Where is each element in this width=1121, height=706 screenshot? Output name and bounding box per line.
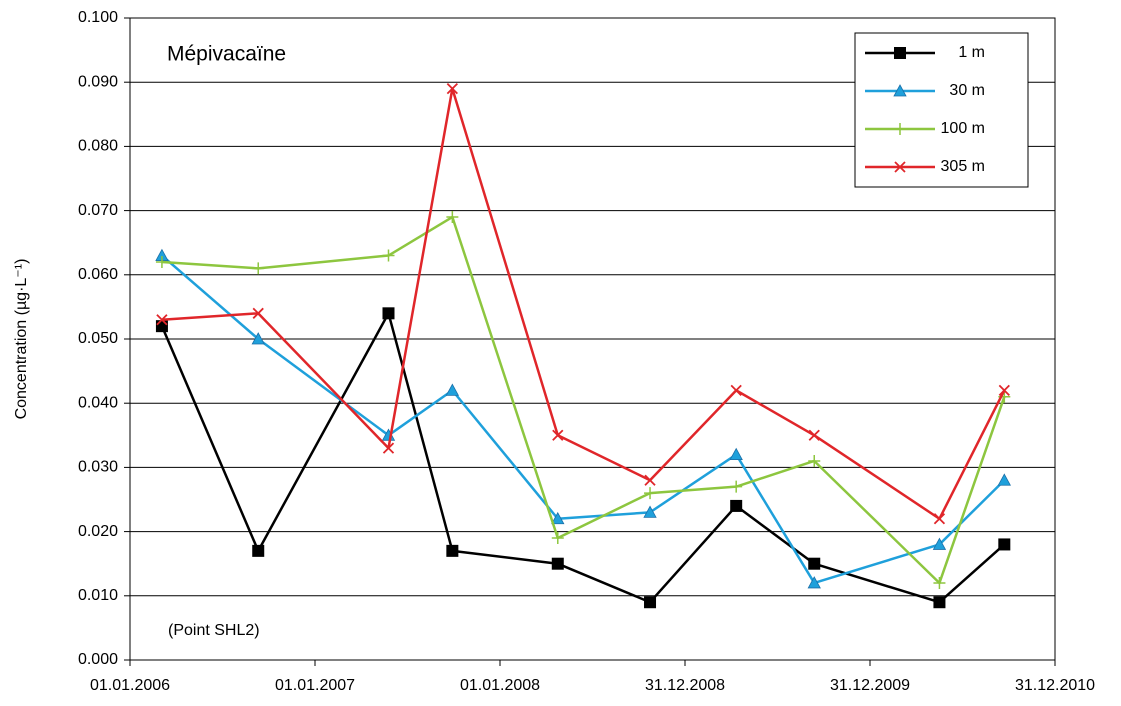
y-tick-label: 0.060: [78, 266, 118, 283]
marker: [807, 576, 821, 589]
marker: [644, 474, 656, 486]
marker: [382, 249, 395, 262]
marker: [933, 576, 946, 589]
series-line: [161, 215, 1006, 585]
marker: [643, 505, 657, 518]
legend-label: 305 m: [941, 158, 985, 175]
marker: [155, 320, 168, 333]
y-tick-label: 0.070: [78, 202, 118, 219]
y-tick-label: 0.050: [78, 330, 118, 347]
series-line: [161, 254, 1006, 585]
marker: [730, 384, 742, 396]
marker: [252, 262, 265, 275]
x-tick-label: 31.12.2008: [645, 677, 725, 694]
legend-label: 1 m: [958, 44, 985, 61]
marker: [894, 47, 906, 59]
marker: [998, 538, 1011, 551]
marker: [644, 596, 657, 609]
marker: [808, 429, 820, 441]
marker: [552, 429, 564, 441]
legend-box: [854, 32, 1029, 188]
x-tick-label: 01.01.2008: [460, 677, 540, 694]
marker: [894, 123, 906, 135]
marker: [252, 544, 265, 557]
y-tick-label: 0.030: [78, 459, 118, 476]
marker: [551, 532, 564, 545]
marker: [729, 447, 743, 460]
y-axis-label: Concentration (µg·L⁻¹): [13, 259, 30, 420]
marker: [808, 454, 821, 467]
x-tick-label: 01.01.2006: [90, 677, 170, 694]
marker: [808, 557, 821, 570]
legend-label: 100 m: [941, 120, 985, 137]
marker: [446, 544, 459, 557]
series-line: [160, 312, 1006, 604]
marker: [997, 473, 1011, 486]
marker: [382, 307, 395, 320]
series-line: [161, 87, 1006, 521]
marker: [932, 537, 947, 550]
marker: [155, 255, 168, 268]
marker: [551, 511, 565, 525]
marker: [382, 442, 395, 454]
marker: [252, 307, 264, 319]
marker: [893, 84, 907, 97]
marker: [551, 557, 564, 570]
marker: [446, 82, 458, 95]
x-tick-label: 01.01.2007: [275, 677, 355, 694]
marker: [156, 314, 168, 326]
chart-annotation: (Point SHL2): [168, 622, 260, 639]
marker: [998, 384, 1010, 396]
marker: [933, 596, 946, 609]
marker: [446, 211, 459, 224]
chart-annotation: Mépivacaïne: [167, 43, 286, 66]
marker: [730, 480, 743, 493]
x-tick-label: 31.12.2009: [830, 677, 910, 694]
marker: [933, 513, 946, 525]
marker: [894, 161, 906, 173]
marker: [251, 332, 265, 345]
x-tick-label: 31.12.2010: [1015, 677, 1095, 694]
y-tick-label: 0.090: [78, 73, 118, 90]
marker: [445, 383, 460, 396]
y-tick-label: 0.000: [78, 651, 118, 668]
y-tick-label: 0.040: [78, 394, 118, 411]
plot-frame: [129, 17, 1056, 661]
y-tick-label: 0.100: [78, 9, 118, 26]
marker: [730, 499, 743, 512]
legend-label: 30 m: [949, 82, 985, 99]
y-tick-label: 0.010: [78, 587, 118, 604]
y-tick-label: 0.080: [78, 138, 118, 155]
y-tick-label: 0.020: [78, 523, 118, 540]
marker: [644, 487, 657, 500]
legend: 1 m 30 m 100 m 305 m: [854, 32, 1029, 188]
